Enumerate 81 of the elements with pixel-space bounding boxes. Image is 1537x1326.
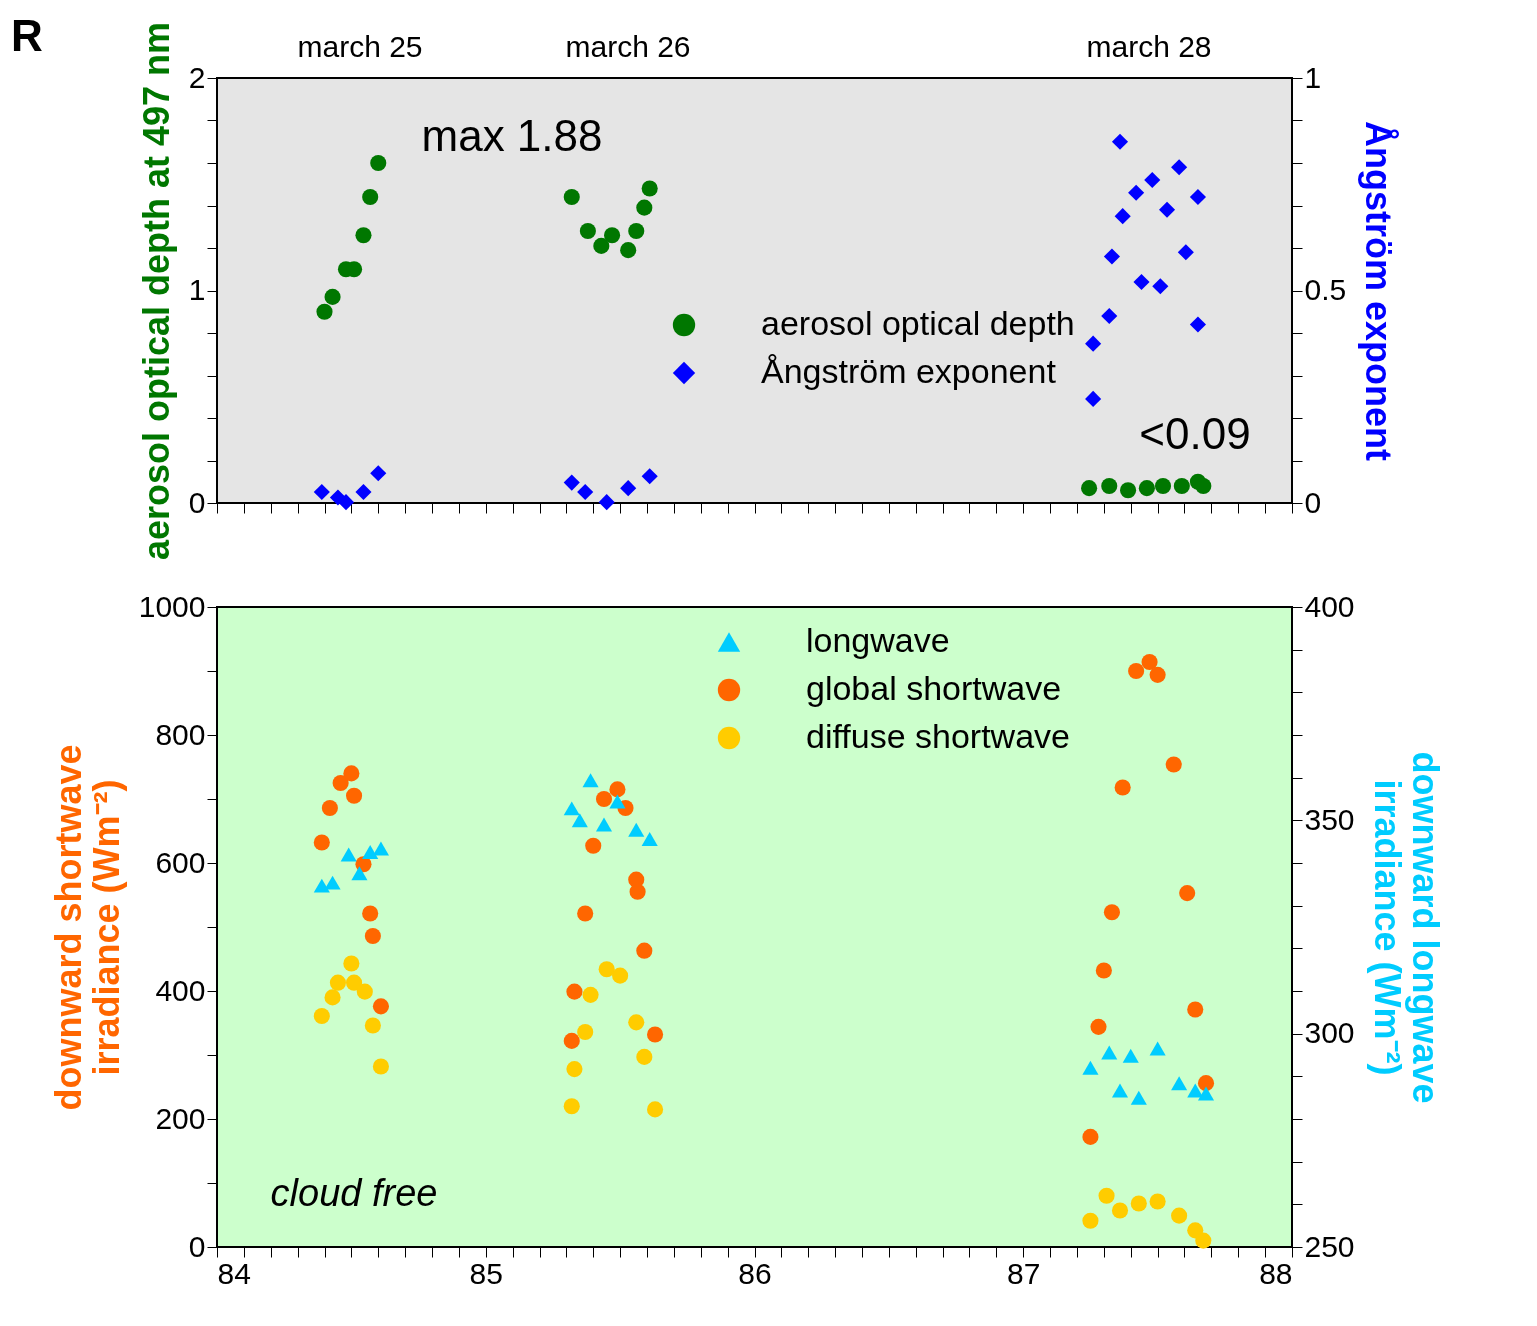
point — [313, 483, 330, 501]
y-tick-label: 1000 — [138, 589, 206, 623]
point — [1173, 477, 1190, 495]
point — [1154, 477, 1172, 495]
point — [628, 222, 645, 240]
annotation: max 1.88 — [421, 111, 603, 160]
point — [1158, 201, 1176, 218]
point — [337, 494, 355, 511]
point — [1111, 133, 1129, 150]
point — [355, 227, 372, 244]
point — [620, 480, 637, 497]
point — [579, 222, 596, 240]
point — [1144, 171, 1161, 189]
point — [636, 199, 653, 216]
legend-label: diffuse shortwave — [806, 717, 1070, 755]
y2-tick-label: 0.5 — [1304, 273, 1347, 306]
point — [1138, 480, 1155, 497]
point — [1152, 278, 1169, 295]
y-tick-label: 0 — [188, 1229, 206, 1263]
y-tick-label: 800 — [155, 717, 206, 751]
y2-tick-label: 0 — [1304, 485, 1322, 519]
point — [563, 474, 580, 491]
point — [362, 188, 379, 206]
point — [563, 188, 580, 206]
y2-tick-label: 350 — [1304, 802, 1355, 836]
point — [1133, 273, 1150, 291]
legend-label: aerosol optical depth — [761, 304, 1075, 342]
point — [316, 303, 333, 320]
y-tick-label: 2 — [188, 60, 206, 94]
y2-axis-title: downward longwave irradiance (Wm⁻²) — [1366, 751, 1446, 1104]
point — [1189, 316, 1206, 333]
point — [598, 494, 615, 511]
y-tick-label: 600 — [155, 845, 206, 879]
point — [1120, 482, 1137, 499]
text: march 26 — [565, 30, 691, 63]
point — [1189, 188, 1206, 206]
point — [1101, 477, 1118, 495]
point — [1195, 477, 1212, 495]
y2-tick-label: 400 — [1304, 589, 1355, 623]
point — [1085, 390, 1102, 407]
x-tick-label: 84 — [217, 1256, 251, 1290]
point — [370, 154, 387, 172]
x-tick-label: 85 — [469, 1256, 503, 1290]
y2-tick-label: 300 — [1304, 1016, 1355, 1050]
y2-tick-label: 250 — [1304, 1229, 1355, 1263]
y-tick-label: 1 — [188, 273, 206, 306]
y-tick-label: 200 — [155, 1101, 206, 1135]
text: R — [11, 11, 43, 60]
legend-label: global shortwave — [806, 669, 1062, 707]
y-tick-label: 400 — [155, 973, 206, 1007]
y2-axis-title: Ångström exponent — [1358, 120, 1400, 462]
point — [1101, 307, 1118, 325]
text: march 28 — [1086, 30, 1212, 63]
point — [355, 483, 372, 501]
point — [620, 242, 637, 259]
annotation: <0.09 — [1139, 409, 1251, 458]
point — [1128, 184, 1145, 201]
point — [1114, 208, 1131, 225]
point — [1103, 248, 1120, 265]
x-tick-label: 86 — [738, 1256, 772, 1290]
y-axis-title: aerosol optical depth at 497 nm — [135, 21, 177, 561]
point — [1081, 480, 1098, 497]
annotation: cloud free — [270, 1172, 438, 1214]
point — [641, 468, 658, 485]
point — [324, 288, 341, 305]
y-tick-label: 0 — [188, 485, 206, 519]
x-tick-label: 87 — [1007, 1256, 1041, 1290]
point — [593, 237, 610, 254]
text: march 25 — [297, 30, 423, 63]
y2-tick-label: 1 — [1304, 60, 1322, 94]
point — [370, 465, 387, 482]
point — [604, 227, 621, 244]
point — [577, 483, 594, 501]
point — [1177, 244, 1194, 261]
point — [1171, 159, 1188, 176]
point — [641, 180, 658, 197]
x-tick-label: 88 — [1259, 1256, 1293, 1290]
legend-label: longwave — [806, 621, 950, 659]
y-axis-title: downward shortwave irradiance (Wm⁻²) — [47, 744, 127, 1111]
legend-label: Ångström exponent — [761, 352, 1057, 390]
point — [1085, 335, 1102, 352]
